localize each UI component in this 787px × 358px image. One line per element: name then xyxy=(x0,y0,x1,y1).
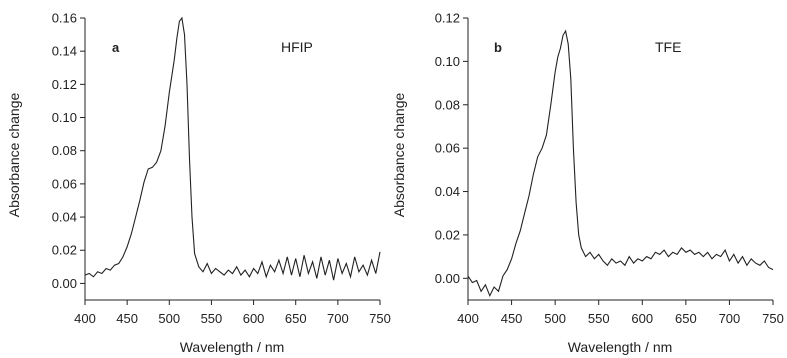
x-tick-label: 450 xyxy=(116,311,138,326)
x-tick-label: 400 xyxy=(457,311,479,326)
y-tick-label: 0.02 xyxy=(435,227,460,242)
x-tick-group: 400 450 500 550 600 650 700 750 xyxy=(457,300,784,326)
panel-b: 0.00 0.02 0.04 0.06 0.08 0.10 0.12 400 450 500 55… xyxy=(391,11,784,356)
x-tick-label: 700 xyxy=(719,311,741,326)
y-tick-group: 0.00 0.02 0.04 0.06 0.08 0.10 0.12 xyxy=(435,11,468,286)
solvent-annotation: TFE xyxy=(655,39,681,55)
x-axis-title: Wavelength / nm xyxy=(180,339,285,355)
x-tick-label: 700 xyxy=(327,311,349,326)
solvent-annotation: HFIP xyxy=(281,39,313,55)
y-tick-label: 0.08 xyxy=(435,97,460,112)
y-tick-label: 0.04 xyxy=(52,210,77,225)
x-tick-label: 400 xyxy=(74,311,96,326)
y-axis-title: Absorbance change xyxy=(391,93,407,218)
x-tick-label: 550 xyxy=(201,311,223,326)
x-tick-label: 600 xyxy=(243,311,265,326)
y-axis-title: Absorbance change xyxy=(6,93,22,218)
x-tick-group: 400 450 500 550 600 650 700 750 xyxy=(74,300,391,326)
x-tick-label: 500 xyxy=(158,311,180,326)
y-tick-label: 0.08 xyxy=(52,143,77,158)
x-tick-label: 750 xyxy=(762,311,784,326)
x-tick-label: 450 xyxy=(501,311,523,326)
y-tick-label: 0.04 xyxy=(435,184,460,199)
absorbance-trace xyxy=(467,29,774,298)
y-tick-label: 0.02 xyxy=(52,243,77,258)
absorbance-trace xyxy=(84,16,381,281)
y-tick-label: 0.12 xyxy=(435,11,460,26)
y-tick-label: 0.16 xyxy=(52,11,77,26)
x-tick-label: 600 xyxy=(631,311,653,326)
y-tick-label: 0.00 xyxy=(435,271,460,286)
x-tick-label: 750 xyxy=(369,311,391,326)
y-tick-label: 0.12 xyxy=(52,77,77,92)
x-tick-label: 550 xyxy=(588,311,610,326)
y-tick-label: 0.10 xyxy=(52,110,77,125)
x-axis-title: Wavelength / nm xyxy=(568,339,673,355)
x-tick-label: 650 xyxy=(285,311,307,326)
panel-letter: b xyxy=(494,40,502,55)
y-tick-label: 0.06 xyxy=(435,141,460,156)
y-tick-label: 0.06 xyxy=(52,176,77,191)
y-tick-label: 0.10 xyxy=(435,54,460,69)
y-tick-group: 0.00 0.02 0.04 0.06 0.08 0.10 0.12 0.14 0.16 xyxy=(52,11,85,291)
panel-letter: a xyxy=(112,40,120,55)
x-tick-label: 650 xyxy=(675,311,697,326)
panel-a: 0.00 0.02 0.04 0.06 0.08 0.10 0.12 0.14 0.16 400… xyxy=(6,11,391,356)
y-tick-label: 0.00 xyxy=(52,276,77,291)
y-tick-label: 0.14 xyxy=(52,44,77,59)
x-tick-label: 500 xyxy=(544,311,566,326)
